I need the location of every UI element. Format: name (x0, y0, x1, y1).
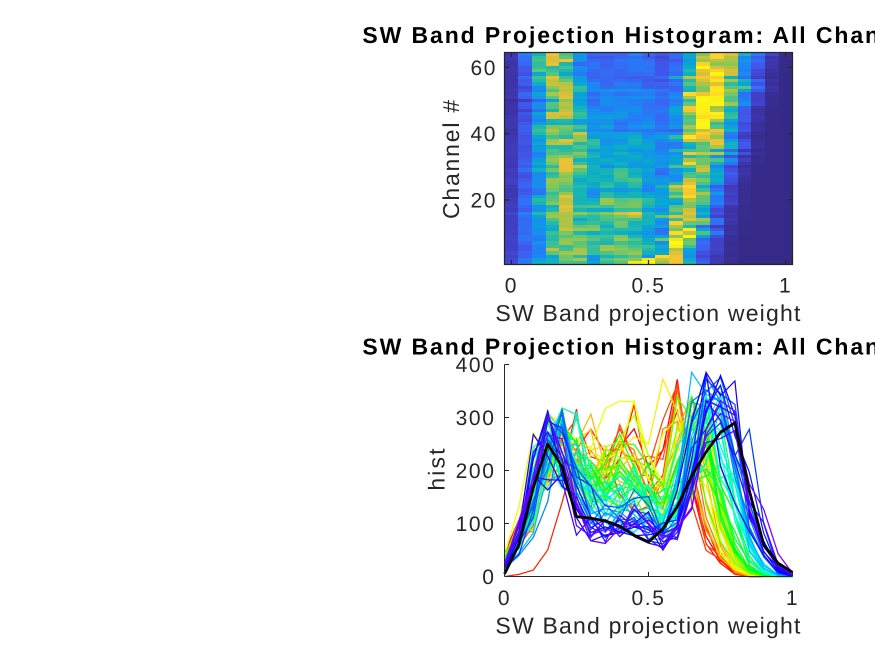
svg-text:400: 400 (456, 354, 496, 377)
svg-text:1: 1 (786, 587, 799, 610)
svg-text:0: 0 (482, 566, 495, 589)
svg-text:0: 0 (498, 587, 511, 610)
svg-text:60: 60 (470, 57, 497, 80)
svg-text:hist: hist (424, 446, 450, 490)
svg-text:100: 100 (456, 513, 496, 536)
svg-text:SW Band Projection Histogram:: SW Band Projection Histogram: All Channe… (362, 334, 875, 360)
svg-text:20: 20 (470, 189, 497, 212)
svg-text:0: 0 (505, 275, 518, 298)
svg-text:Channel #: Channel # (438, 98, 464, 219)
svg-text:SW Band projection weight: SW Band projection weight (495, 613, 801, 639)
svg-text:SW Band Projection Histogram:: SW Band Projection Histogram: All Channe… (362, 22, 875, 48)
svg-text:300: 300 (456, 407, 496, 430)
svg-text:200: 200 (456, 460, 496, 483)
svg-text:0.5: 0.5 (632, 587, 666, 610)
svg-text:1: 1 (779, 275, 792, 298)
svg-text:SW Band projection weight: SW Band projection weight (495, 300, 801, 326)
svg-text:0.5: 0.5 (632, 275, 666, 298)
svg-text:40: 40 (470, 123, 497, 146)
